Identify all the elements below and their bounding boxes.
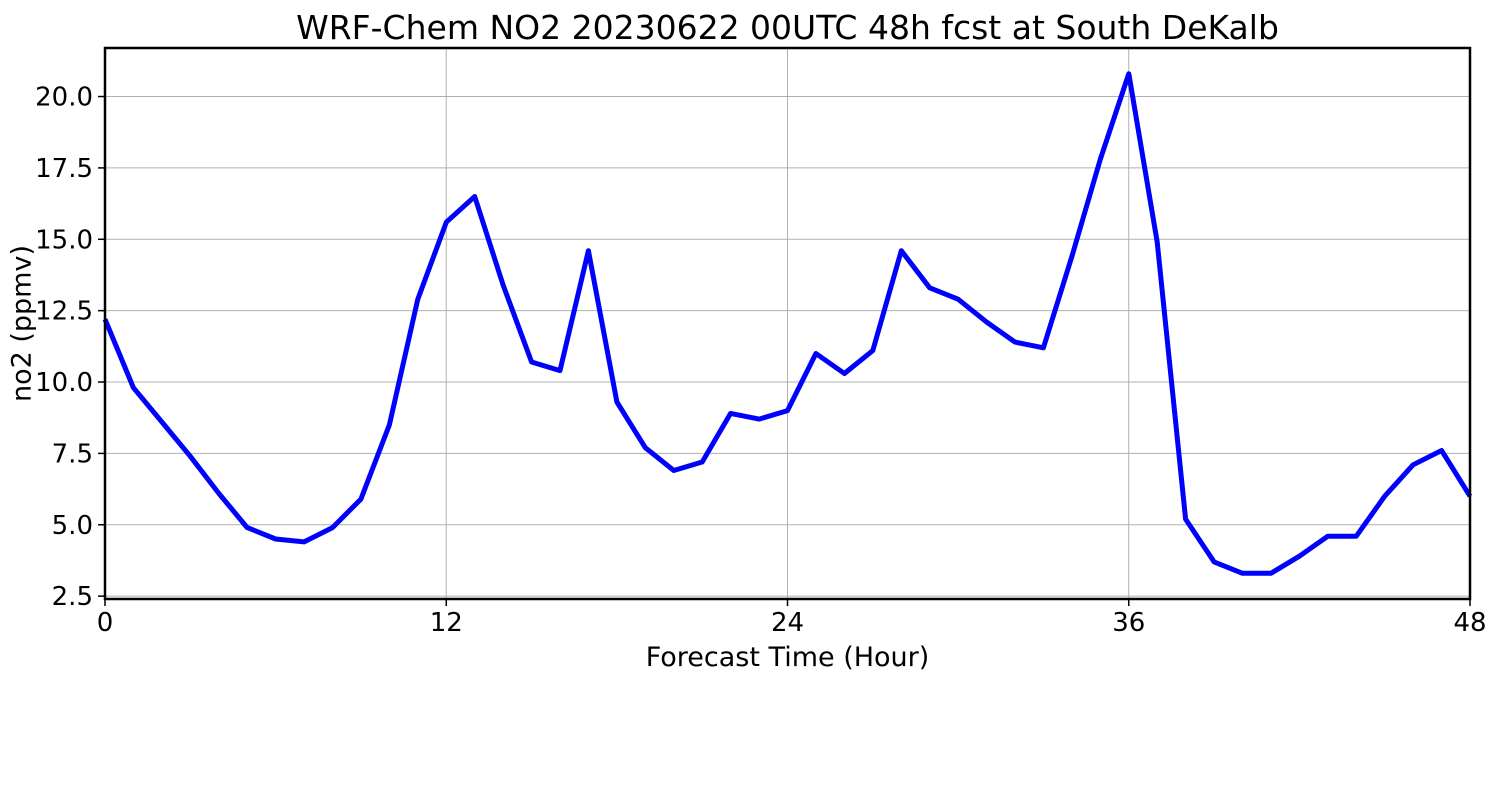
x-axis-label: Forecast Time (Hour) (646, 642, 930, 673)
no2-series-line (102, 71, 1473, 576)
chart-title: WRF-Chem NO2 20230622 00UTC 48h fcst at … (296, 8, 1279, 47)
y-tick-label: 10.0 (35, 368, 93, 398)
y-tick-label: 15.0 (35, 225, 93, 255)
x-tick-label: 24 (771, 608, 804, 638)
y-tick-label: 20.0 (35, 83, 93, 113)
x-tick-label: 48 (1453, 608, 1486, 638)
y-tick-label: 5.0 (52, 511, 93, 541)
y-axis-ticks: 2.5 5.0 7.5 10.0 12.5 15.0 17.5 20.0 (35, 83, 105, 612)
x-tick-label: 12 (430, 608, 463, 638)
y-tick-label: 12.5 (35, 297, 93, 327)
y-tick-label: 7.5 (52, 439, 93, 469)
x-axis-ticks: 0 12 24 36 48 (97, 599, 1487, 638)
x-tick-label: 36 (1112, 608, 1145, 638)
y-tick-label: 17.5 (35, 154, 93, 184)
series-layer (102, 71, 1473, 576)
y-tick-label: 2.5 (52, 582, 93, 612)
x-tick-label: 0 (97, 608, 114, 638)
y-axis-label: no2 (ppmv) (7, 245, 38, 402)
